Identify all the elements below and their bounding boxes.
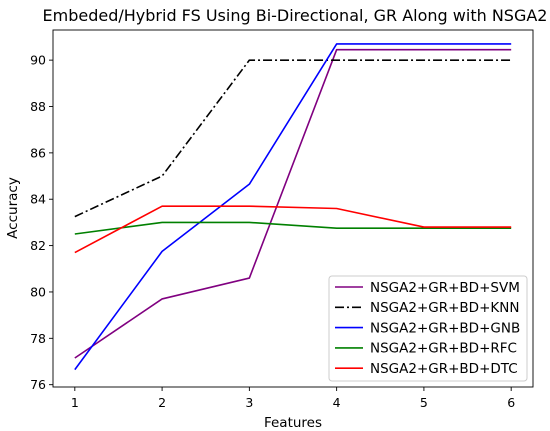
legend-entry-label: NSGA2+GR+BD+SVM [370, 280, 520, 296]
series-line-knn [74, 59, 512, 218]
x-tick-label: 2 [158, 395, 166, 410]
y-tick-label: 80 [30, 284, 46, 299]
legend-entry-label: NSGA2+GR+BD+GNB [370, 320, 520, 336]
series-line-gnb [74, 43, 512, 371]
y-tick-label: 86 [30, 145, 46, 160]
x-tick-label: 4 [333, 395, 341, 410]
x-tick-label: 6 [507, 395, 515, 410]
y-tick-label: 88 [30, 99, 46, 114]
y-tick-label: 90 [30, 53, 46, 68]
y-axis: 76 78 80 82 84 86 88 90 [30, 53, 53, 392]
x-tick-label: 1 [71, 395, 79, 410]
x-axis-label: Features [264, 415, 322, 431]
y-axis-label: Accuracy [5, 177, 21, 239]
legend-entry-label: NSGA2+GR+BD+KNN [370, 300, 519, 316]
legend: NSGA2+GR+BD+SVM NSGA2+GR+BD+KNN NSGA2+GR+B… [328, 275, 528, 382]
series-line-svm [74, 48, 512, 359]
x-axis: 1 2 3 4 5 6 [71, 387, 515, 410]
y-tick-label: 78 [30, 331, 46, 346]
y-tick-label: 82 [30, 238, 46, 253]
legend-entry-label: NSGA2+GR+BD+RFC [370, 341, 517, 357]
x-tick-label: 5 [420, 395, 428, 410]
y-tick-label: 76 [30, 377, 46, 392]
series-layer [74, 43, 512, 371]
chart-title: Embeded/Hybrid FS Using Bi-Directional, … [43, 6, 548, 25]
legend-entry-label: NSGA2+GR+BD+DTC [370, 361, 518, 377]
y-tick-label: 84 [30, 192, 46, 207]
series-line-dtc [74, 205, 512, 254]
plot-area [52, 29, 534, 388]
series-line-rfc [74, 221, 512, 235]
x-tick-label: 3 [245, 395, 253, 410]
legend-box [328, 275, 528, 382]
